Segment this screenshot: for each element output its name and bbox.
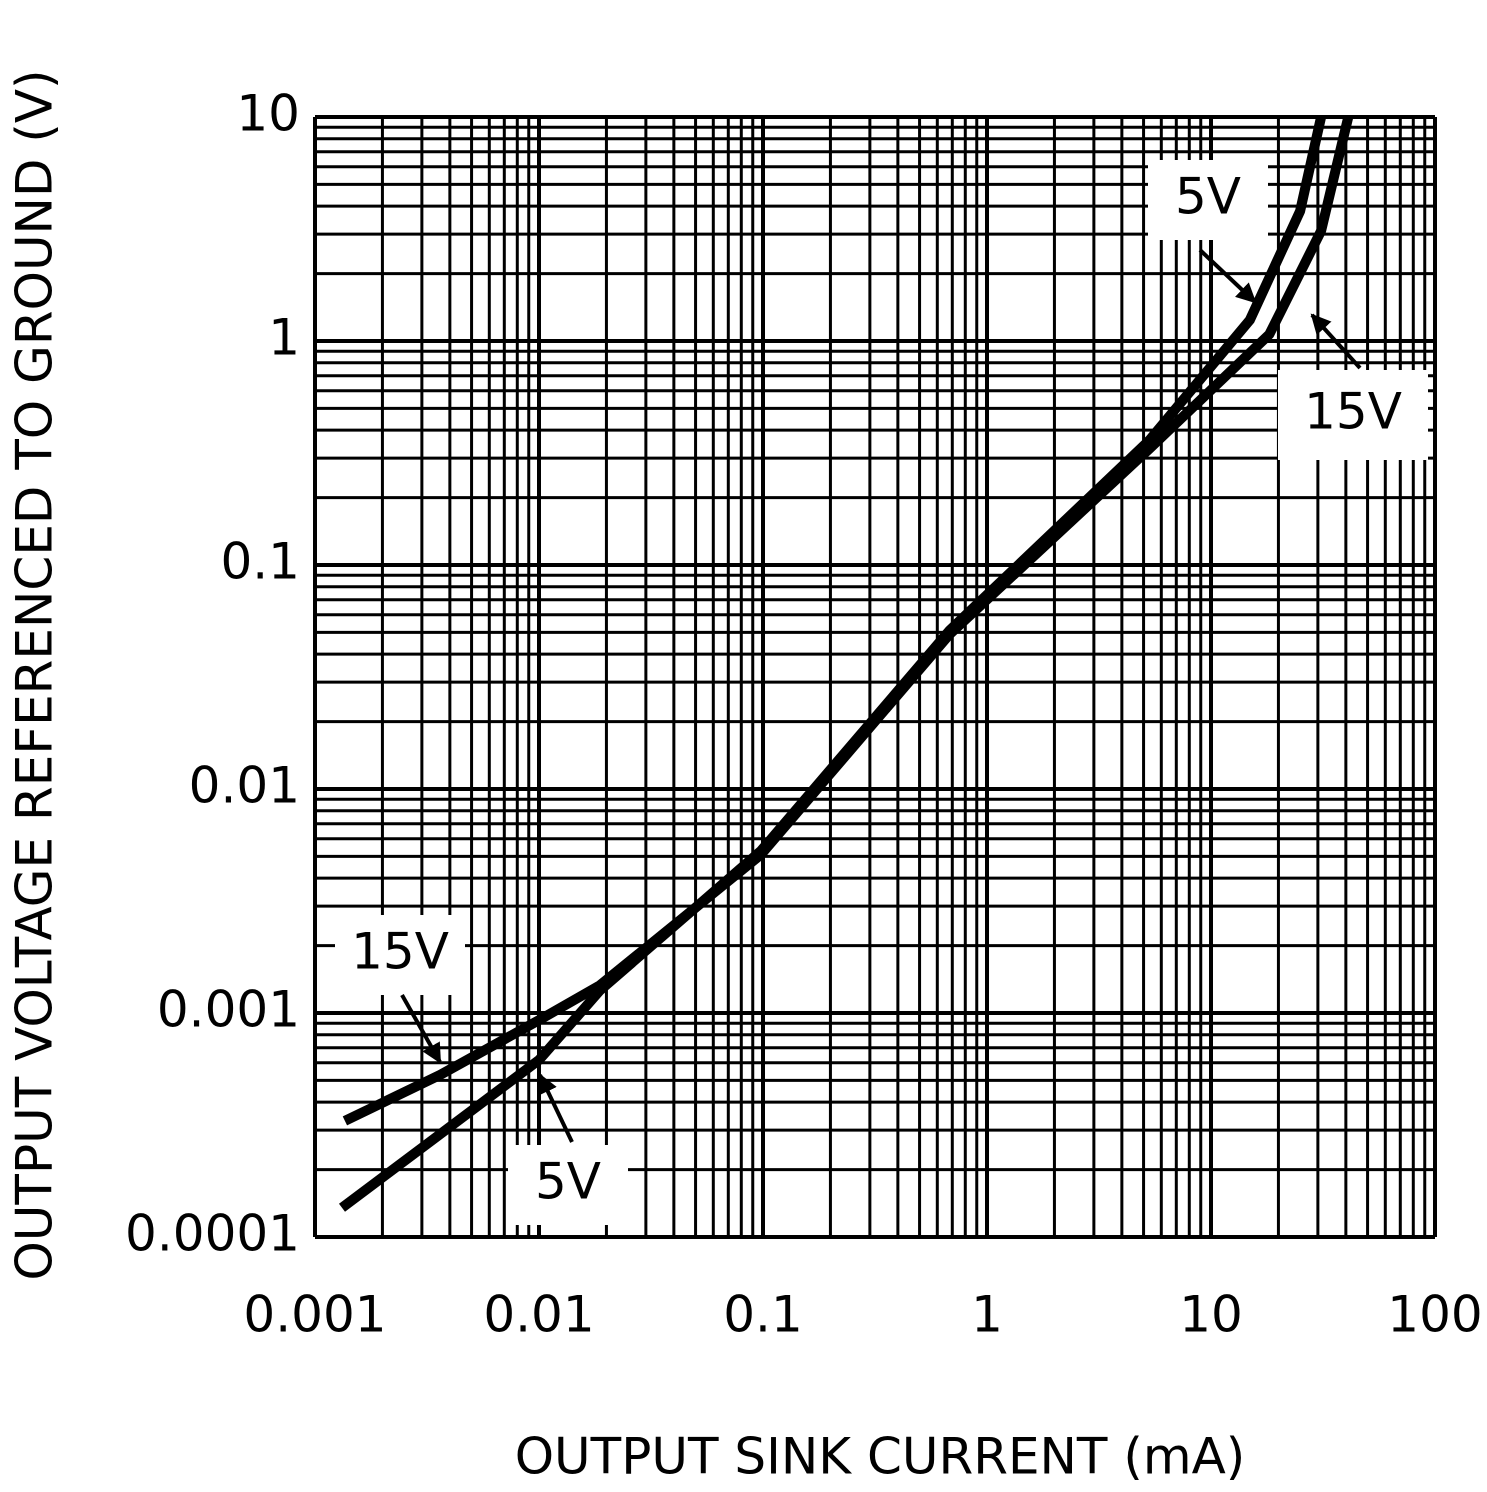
x-tick-label: 0.01 [483,1286,594,1344]
annotation: 5V [535,1153,601,1211]
x-tick-label: 0.001 [243,1286,386,1344]
annotation: 5V [1175,168,1241,226]
annotations: 5V15V15V5V5V15V [335,160,1428,1225]
y-tick-label: 10 [236,85,300,143]
label-background [1278,370,1428,460]
x-tick-label: 10 [1179,1286,1243,1344]
y-tick-label: 0.0001 [125,1205,300,1263]
y-tick-label: 0.1 [220,533,300,591]
y-axis-label: OUTPUT VOLTAGE REFERENCED TO GROUND (V) [6,69,64,1280]
lines [338,115,1354,1212]
x-tick-label: 1 [971,1286,1003,1344]
label-background [508,1145,628,1225]
grid: 0.001 0.01 0.1 1 10 100 0.0001 0.001 0.01 0.1 1 10 [125,85,1483,1344]
y-tick-label: 1 [268,309,300,367]
arrow [400,994,442,1064]
x-tick-label: 0.1 [723,1286,803,1344]
x-tick-label: 100 [1387,1286,1482,1344]
series-line [342,115,1354,1126]
arrow [538,1073,574,1143]
y-tick-label: 0.001 [157,981,300,1039]
annotation: 15V [1304,383,1402,441]
x-axis-label: OUTPUT SINK CURRENT (mA) [515,1428,1246,1486]
label-background [1148,160,1268,240]
arrow [1310,313,1362,370]
y-tick-label: 0.01 [189,757,300,815]
label-background [335,915,465,995]
annotation: 15V [351,923,449,981]
arrow [1198,248,1257,304]
